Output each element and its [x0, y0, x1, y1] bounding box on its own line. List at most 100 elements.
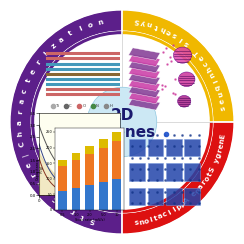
- Text: g: g: [215, 152, 222, 159]
- Wedge shape: [122, 10, 234, 122]
- Bar: [166, 139, 182, 156]
- Text: a: a: [197, 183, 205, 191]
- Text: c: c: [162, 211, 169, 218]
- Text: C: C: [19, 141, 26, 148]
- Text: a: a: [58, 36, 65, 43]
- Bar: [129, 139, 145, 156]
- Bar: [85, 146, 94, 154]
- Text: z: z: [50, 43, 57, 50]
- Text: a: a: [17, 121, 23, 125]
- Text: e: e: [218, 143, 225, 149]
- Text: i: i: [43, 51, 49, 57]
- Bar: [72, 160, 81, 188]
- Text: u: u: [36, 179, 44, 187]
- Wedge shape: [122, 122, 234, 234]
- Bar: [85, 185, 94, 210]
- Polygon shape: [129, 79, 160, 91]
- Text: |: |: [21, 152, 29, 157]
- Text: t: t: [79, 213, 85, 219]
- Bar: [148, 188, 163, 205]
- Text: S: S: [133, 18, 139, 24]
- Text: T: T: [193, 48, 201, 56]
- Bar: [112, 132, 121, 141]
- Polygon shape: [129, 73, 160, 85]
- Bar: [99, 182, 108, 210]
- Polygon shape: [129, 91, 160, 104]
- Text: o: o: [203, 175, 211, 182]
- Circle shape: [178, 95, 191, 107]
- Text: r: r: [201, 180, 208, 186]
- Bar: [85, 154, 94, 185]
- Text: N: N: [96, 104, 99, 108]
- X-axis label: Scan rate (mV/s): Scan rate (mV/s): [75, 218, 104, 222]
- Text: e: e: [197, 54, 205, 61]
- Polygon shape: [129, 48, 160, 60]
- Bar: [148, 139, 163, 156]
- Text: c: c: [51, 195, 58, 203]
- Text: t: t: [68, 30, 74, 37]
- Text: a: a: [19, 99, 25, 104]
- Text: i: i: [212, 79, 219, 83]
- Text: c: c: [21, 88, 28, 94]
- Text: S: S: [208, 166, 216, 173]
- Text: y: y: [213, 157, 220, 164]
- Polygon shape: [129, 66, 160, 79]
- Text: o: o: [87, 21, 94, 29]
- Text: i: i: [149, 217, 153, 223]
- Text: r: r: [17, 110, 23, 114]
- Text: n: n: [138, 219, 144, 226]
- Text: a: a: [157, 213, 164, 220]
- Bar: [58, 191, 67, 210]
- Text: i: i: [178, 35, 184, 42]
- Bar: [184, 163, 200, 181]
- Bar: [58, 160, 67, 166]
- Text: t: t: [206, 171, 213, 177]
- Text: y: y: [140, 19, 146, 25]
- Wedge shape: [10, 10, 122, 234]
- Polygon shape: [129, 98, 160, 110]
- Text: E: E: [220, 133, 226, 139]
- Text: h: h: [17, 131, 24, 137]
- Text: H: H: [109, 104, 112, 108]
- Bar: [99, 139, 108, 148]
- Text: MXenes: MXenes: [88, 125, 156, 141]
- Text: o: o: [143, 218, 149, 225]
- Text: e: e: [190, 190, 198, 198]
- Text: t: t: [25, 78, 32, 84]
- Text: u: u: [217, 91, 224, 98]
- Text: e: e: [30, 68, 37, 75]
- Polygon shape: [129, 85, 160, 98]
- Text: S: S: [89, 216, 95, 223]
- Bar: [166, 163, 182, 181]
- Text: n: n: [219, 138, 226, 144]
- Bar: [184, 139, 200, 156]
- Polygon shape: [129, 60, 160, 73]
- Text: s: s: [172, 31, 179, 39]
- Bar: [166, 188, 182, 205]
- Text: c: c: [202, 60, 209, 66]
- Text: r: r: [31, 171, 38, 177]
- Text: h: h: [205, 65, 213, 73]
- Bar: [184, 188, 200, 205]
- Text: n: n: [146, 20, 153, 27]
- Text: i: i: [78, 25, 83, 32]
- Bar: [112, 179, 121, 210]
- Text: e: e: [166, 28, 173, 35]
- Text: q: q: [214, 84, 222, 91]
- X-axis label: Energy (eV): Energy (eV): [68, 204, 91, 208]
- Text: n: n: [209, 71, 216, 79]
- Text: g: g: [194, 187, 202, 194]
- Text: e: e: [25, 161, 33, 168]
- Polygon shape: [129, 54, 160, 66]
- Text: u: u: [59, 202, 67, 210]
- Bar: [129, 163, 145, 181]
- Wedge shape: [122, 122, 213, 213]
- Text: i: i: [167, 209, 172, 215]
- Text: s: s: [220, 105, 226, 110]
- Text: n: n: [98, 19, 104, 26]
- Wedge shape: [122, 31, 213, 122]
- Y-axis label: Capacitance
(F/g): Capacitance (F/g): [35, 158, 44, 180]
- Text: O: O: [82, 104, 85, 108]
- Bar: [72, 188, 81, 210]
- Bar: [58, 166, 67, 191]
